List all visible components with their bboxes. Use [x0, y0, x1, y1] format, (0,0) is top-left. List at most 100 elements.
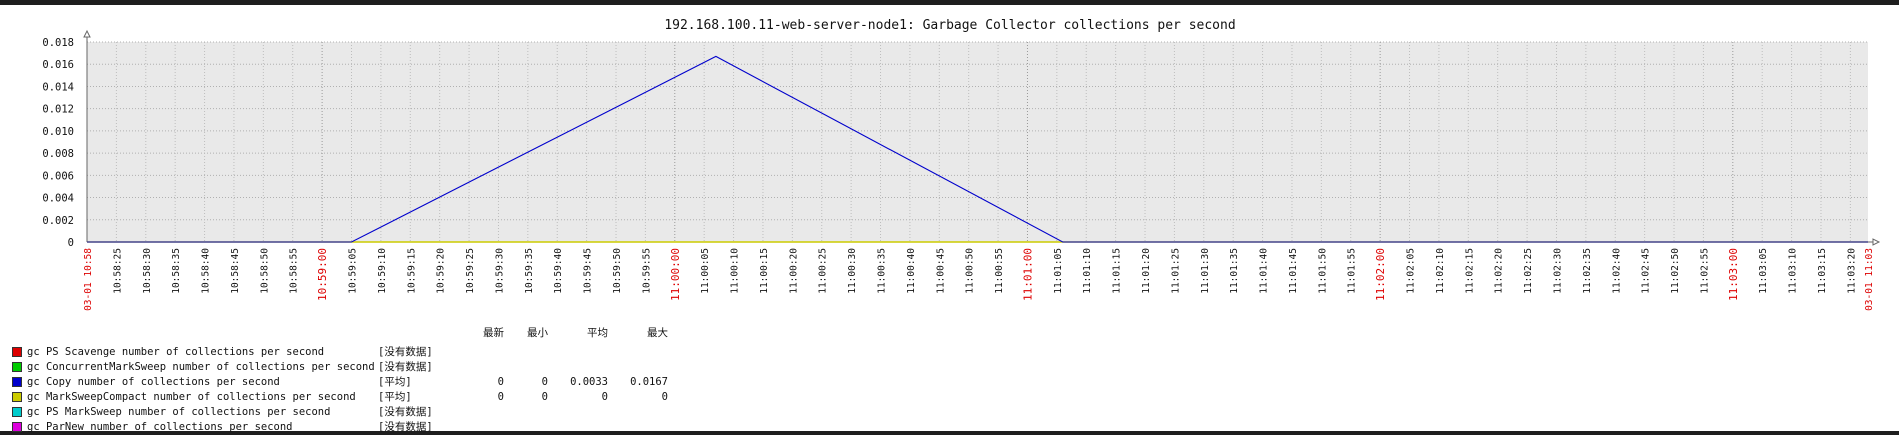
x-tick-label: 11:00:45 — [935, 248, 946, 294]
legend-series-func: [没有数据] — [378, 406, 433, 418]
chart: 192.168.100.11-web-server-node1: Garbage… — [42, 18, 1881, 311]
legend-swatch — [12, 421, 22, 432]
y-tick-label: 0.002 — [42, 215, 74, 227]
x-tick-label: 11:03:15 — [1817, 248, 1828, 294]
x-tick-label: 11:02:30 — [1552, 248, 1563, 294]
legend-series-name: gc MarkSweepCompact number of collection… — [27, 390, 356, 403]
x-tick-label: 10:59:15 — [406, 248, 417, 294]
x-tick-label-major: 11:01:00 — [1021, 248, 1034, 301]
legend-last: 0 — [497, 390, 504, 403]
x-tick-label: 10:59:10 — [377, 248, 388, 294]
legend-avg: 0 — [601, 390, 608, 403]
legend-min — [504, 344, 548, 359]
x-tick-label: 10:58:40 — [201, 248, 212, 294]
x-start-label: 03-01 10:58 — [83, 248, 94, 311]
x-tick-label: 11:00:10 — [730, 248, 741, 294]
x-tick-label: 10:58:35 — [171, 248, 182, 294]
legend-avg — [548, 344, 608, 359]
x-tick-label: 10:59:25 — [465, 248, 476, 294]
legend-max — [608, 419, 668, 434]
x-tick-label: 10:59:05 — [348, 248, 359, 294]
legend-series-func: [没有数据] — [378, 361, 433, 373]
y-tick-label: 0.006 — [42, 170, 74, 182]
x-tick-label: 11:02:10 — [1435, 248, 1446, 294]
legend-max: 0.0167 — [630, 375, 668, 388]
x-tick-label: 11:02:15 — [1464, 248, 1475, 294]
x-tick-label: 11:03:10 — [1788, 248, 1799, 294]
x-tick-label-major: 10:59:00 — [316, 248, 329, 301]
x-tick-label: 10:58:25 — [112, 248, 123, 294]
x-tick-label: 11:01:50 — [1317, 248, 1328, 294]
legend-series-name: gc Copy number of collections per second — [27, 375, 280, 388]
legend-last: 0 — [497, 375, 504, 388]
legend-swatch — [12, 361, 22, 372]
legend-last — [460, 404, 504, 419]
legend-swatch — [12, 346, 22, 357]
legend-header-max: 最大 — [647, 327, 668, 339]
x-tick-label: 11:00:15 — [759, 248, 770, 294]
x-tick-label: 11:00:25 — [818, 248, 829, 294]
legend-avg — [548, 419, 608, 434]
y-tick-label: 0.008 — [42, 148, 74, 160]
legend-min: 0 — [541, 375, 548, 388]
y-tick-label: 0.018 — [42, 37, 74, 49]
legend-avg: 0.0033 — [570, 375, 608, 388]
x-tick-label: 10:58:30 — [142, 248, 153, 294]
x-tick-label: 11:03:20 — [1846, 248, 1857, 294]
series-line — [87, 55, 1868, 243]
legend-last — [460, 419, 504, 434]
legend-series-func: [平均] — [378, 376, 412, 388]
legend-series-name: gc ParNew number of collections per seco… — [27, 420, 293, 433]
legend-swatch — [12, 391, 22, 402]
x-tick-label: 11:01:55 — [1347, 248, 1358, 294]
y-axis-arrow — [83, 29, 91, 38]
legend-row: gc ParNew number of collections per seco… — [12, 419, 668, 434]
legend-min: 0 — [541, 390, 548, 403]
x-tick-label: 11:02:55 — [1699, 248, 1710, 294]
graph-panel: 192.168.100.11-web-server-node1: Garbage… — [0, 5, 1899, 434]
legend-series-func: [没有数据] — [378, 421, 433, 433]
x-tick-label: 11:00:05 — [700, 248, 711, 294]
legend-header-row: 最新 最小 平均 最大 — [12, 325, 668, 340]
x-tick-label: 10:59:50 — [612, 248, 623, 294]
legend-last — [460, 344, 504, 359]
x-tick-label: 11:00:20 — [788, 248, 799, 294]
x-tick-label: 10:59:55 — [641, 248, 652, 294]
y-tick-label: 0.010 — [42, 126, 74, 138]
y-tick-label: 0.012 — [42, 104, 74, 116]
x-tick-label-major: 11:02:00 — [1374, 248, 1387, 301]
x-tick-label: 11:00:35 — [877, 248, 888, 294]
legend-header-last: 最新 — [483, 327, 504, 339]
legend-max — [608, 404, 668, 419]
x-tick-label: 11:01:20 — [1141, 248, 1152, 294]
x-tick-label: 11:02:40 — [1611, 248, 1622, 294]
x-tick-label-major: 11:03:00 — [1727, 248, 1740, 301]
legend-min — [504, 404, 548, 419]
x-tick-label: 11:03:05 — [1758, 248, 1769, 294]
x-tick-label: 10:59:35 — [524, 248, 535, 294]
legend-series-name: gc PS MarkSweep number of collections pe… — [27, 405, 331, 418]
x-tick-label: 11:00:30 — [847, 248, 858, 294]
legend-series-func: [没有数据] — [378, 346, 433, 358]
x-tick-label: 10:59:40 — [553, 248, 564, 294]
chart-title: 192.168.100.11-web-server-node1: Garbage… — [664, 18, 1235, 33]
x-tick-label: 11:01:35 — [1229, 248, 1240, 294]
legend-max: 0 — [661, 390, 668, 403]
x-tick-label: 11:00:40 — [906, 248, 917, 294]
plot-area — [87, 42, 1868, 242]
legend-min — [504, 359, 548, 374]
legend-table: 最新 最小 平均 最大 gc PS Scavenge number of col… — [12, 325, 668, 434]
x-tick-label: 11:00:55 — [994, 248, 1005, 294]
x-tick-label-major: 11:00:00 — [669, 248, 682, 301]
legend-row: gc PS MarkSweep number of collections pe… — [12, 404, 668, 419]
x-tick-label: 10:59:30 — [494, 248, 505, 294]
y-tick-label: 0.004 — [42, 193, 74, 205]
legend-max — [608, 344, 668, 359]
legend-row: gc PS Scavenge number of collections per… — [12, 344, 668, 359]
x-tick-label: 10:59:20 — [436, 248, 447, 294]
legend-last — [460, 359, 504, 374]
x-tick-label: 11:01:40 — [1259, 248, 1270, 294]
x-tick-label: 11:02:50 — [1670, 248, 1681, 294]
x-tick-label: 11:02:45 — [1641, 248, 1652, 294]
legend-swatch — [12, 406, 22, 417]
